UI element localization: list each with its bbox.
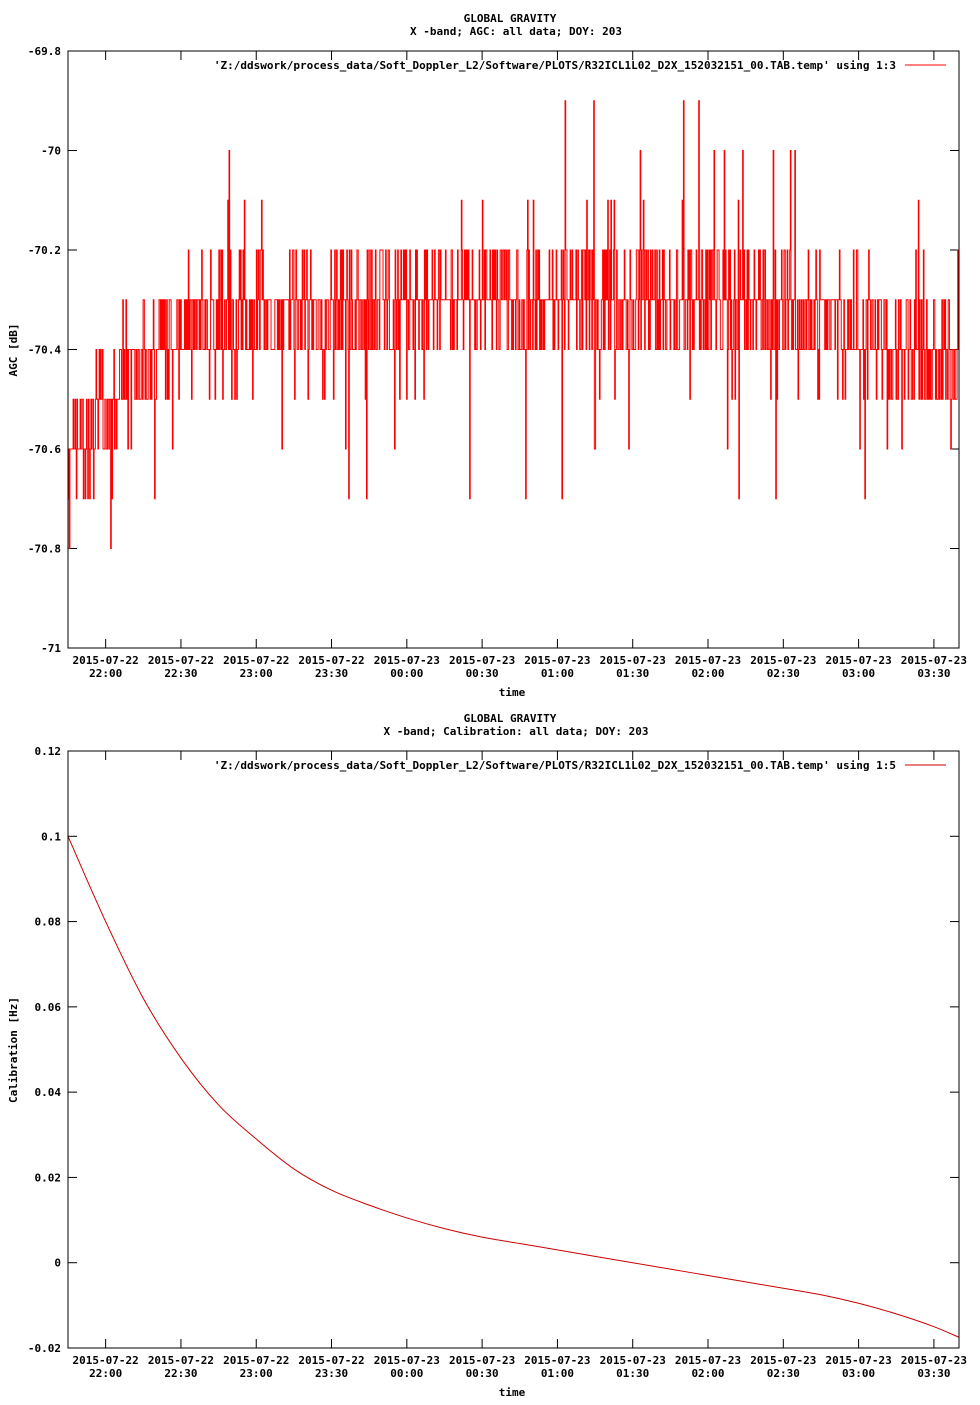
calibration-x-tick-date: 2015-07-23: [750, 1354, 816, 1367]
calibration-x-tick-time: 23:30: [315, 1367, 348, 1380]
agc-y-tick-label: -70.4: [28, 344, 61, 357]
calibration-x-tick-time: 00:00: [390, 1367, 423, 1380]
calibration-chart: GLOBAL GRAVITY X -band; Calibration: all…: [7, 712, 967, 1399]
agc-x-tick-date: 2015-07-23: [524, 654, 590, 667]
agc-chart: GLOBAL GRAVITY X -band; AGC: all data; D…: [7, 12, 967, 699]
calibration-y-tick-label: 0: [54, 1257, 61, 1270]
agc-y-tick-label: -71: [41, 642, 61, 655]
calibration-x-tick-time: 01:00: [541, 1367, 574, 1380]
agc-x-tick-date: 2015-07-23: [600, 654, 666, 667]
agc-x-tick-time: 22:30: [164, 667, 197, 680]
calibration-y-tick-label: -0.02: [28, 1342, 61, 1355]
calibration-x-tick-date: 2015-07-22: [73, 1354, 139, 1367]
calibration-x-axis: 2015-07-2222:002015-07-2222:302015-07-22…: [73, 751, 967, 1380]
agc-chart-title: GLOBAL GRAVITY: [464, 12, 557, 25]
calibration-series-line: [67, 836, 960, 1338]
calibration-x-tick-date: 2015-07-23: [524, 1354, 590, 1367]
calibration-x-tick-date: 2015-07-23: [675, 1354, 741, 1367]
calibration-y-tick-label: 0.06: [35, 1001, 62, 1014]
agc-y-tick-label: -69.8: [28, 45, 61, 58]
calibration-x-tick-date: 2015-07-23: [449, 1354, 515, 1367]
agc-x-tick-date: 2015-07-22: [298, 654, 364, 667]
calibration-y-axis: 0.12 0.1 0.08 0.06 0.04 0.02 0 -0.02: [28, 745, 959, 1355]
agc-series-line: [68, 100, 960, 549]
calibration-x-tick-time: 02:30: [767, 1367, 800, 1380]
calibration-x-tick-date: 2015-07-22: [148, 1354, 214, 1367]
calibration-x-tick-date: 2015-07-22: [223, 1354, 289, 1367]
calibration-legend-label: 'Z:/ddswork/process_data/Soft_Doppler_L2…: [214, 759, 896, 772]
calibration-x-tick-date: 2015-07-22: [298, 1354, 364, 1367]
agc-x-axis-label: time: [499, 686, 526, 699]
calibration-y-tick-label: 0.02: [35, 1171, 62, 1184]
calibration-x-tick-date: 2015-07-23: [825, 1354, 891, 1367]
calibration-x-tick-time: 03:30: [917, 1367, 950, 1380]
agc-legend-label: 'Z:/ddswork/process_data/Soft_Doppler_L2…: [214, 59, 896, 72]
calibration-chart-title: GLOBAL GRAVITY: [464, 712, 557, 725]
agc-x-tick-time: 23:00: [240, 667, 273, 680]
agc-plot-frame: [67, 50, 960, 649]
agc-x-tick-time: 23:30: [315, 667, 348, 680]
calibration-x-tick-time: 23:00: [240, 1367, 273, 1380]
agc-y-tick-label: -70.2: [28, 244, 61, 257]
calibration-x-tick-date: 2015-07-23: [901, 1354, 967, 1367]
agc-x-tick-time: 00:30: [466, 667, 499, 680]
calibration-y-tick-label: 0.04: [35, 1086, 62, 1099]
calibration-y-tick-label: 0.12: [35, 745, 62, 758]
agc-x-tick-time: 00:00: [390, 667, 423, 680]
calibration-y-tick-label: 0.08: [35, 916, 62, 929]
agc-x-tick-date: 2015-07-22: [73, 654, 139, 667]
agc-x-tick-date: 2015-07-22: [148, 654, 214, 667]
calibration-chart-subtitle: X -band; Calibration: all data; DOY: 203: [384, 725, 649, 738]
calibration-x-tick-time: 22:00: [89, 1367, 122, 1380]
calibration-x-tick-time: 00:30: [466, 1367, 499, 1380]
agc-x-tick-time: 02:30: [767, 667, 800, 680]
calibration-y-tick-label: 0.1: [41, 830, 61, 843]
agc-x-tick-time: 02:00: [691, 667, 724, 680]
agc-x-tick-date: 2015-07-23: [901, 654, 967, 667]
calibration-x-tick-time: 01:30: [616, 1367, 649, 1380]
calibration-x-axis-label: time: [499, 1386, 526, 1399]
agc-x-tick-time: 03:00: [842, 667, 875, 680]
agc-y-axis-label: AGC [dB]: [7, 324, 20, 377]
agc-x-tick-date: 2015-07-22: [223, 654, 289, 667]
agc-x-tick-date: 2015-07-23: [675, 654, 741, 667]
calibration-series-group: [67, 836, 960, 1338]
agc-series-group: [68, 100, 960, 549]
agc-x-tick-time: 01:30: [616, 667, 649, 680]
calibration-x-tick-time: 02:00: [691, 1367, 724, 1380]
calibration-y-axis-label: Calibration [Hz]: [7, 997, 20, 1103]
agc-x-tick-time: 03:30: [917, 667, 950, 680]
agc-x-tick-date: 2015-07-23: [449, 654, 515, 667]
agc-y-tick-label: -70.6: [28, 443, 61, 456]
agc-y-tick-label: -70.8: [28, 543, 61, 556]
agc-y-tick-label: -70: [41, 145, 61, 158]
calibration-x-tick-date: 2015-07-23: [374, 1354, 440, 1367]
agc-x-tick-time: 01:00: [541, 667, 574, 680]
agc-x-tick-date: 2015-07-23: [374, 654, 440, 667]
agc-x-tick-date: 2015-07-23: [825, 654, 891, 667]
calibration-x-tick-time: 03:00: [842, 1367, 875, 1380]
calibration-x-tick-time: 22:30: [164, 1367, 197, 1380]
agc-x-tick-date: 2015-07-23: [750, 654, 816, 667]
agc-x-tick-time: 22:00: [89, 667, 122, 680]
calibration-x-tick-date: 2015-07-23: [600, 1354, 666, 1367]
calibration-plot-frame: [67, 750, 960, 1349]
agc-x-axis: 2015-07-2222:002015-07-2222:302015-07-22…: [73, 51, 967, 680]
agc-chart-subtitle: X -band; AGC: all data; DOY: 203: [410, 25, 622, 38]
